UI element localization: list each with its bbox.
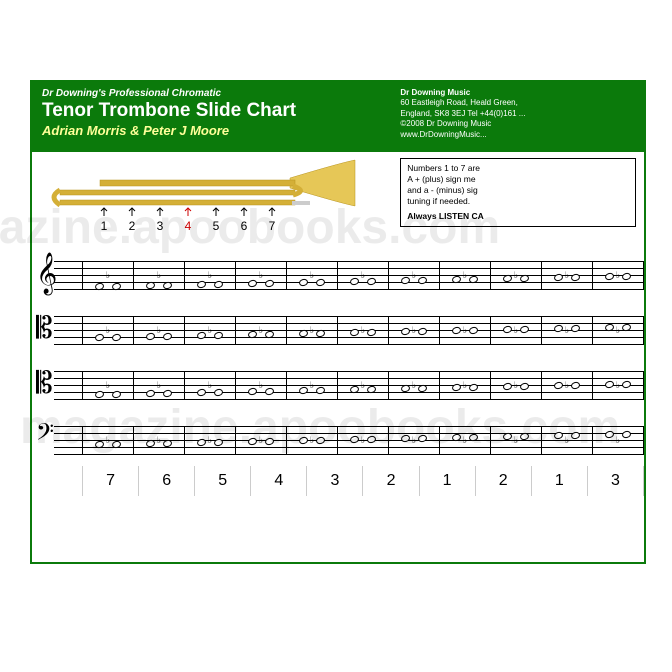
pos-label: 6: [241, 219, 248, 233]
pos-label: 7: [269, 219, 276, 233]
address-line: England, SK8 3EJ Tel +44(0)161 ...: [400, 109, 634, 119]
position-number-cell: 6: [139, 466, 195, 496]
legend-box: Numbers 1 to 7 are A + (plus) sign me an…: [400, 158, 636, 227]
position-number-cell: 1: [420, 466, 476, 496]
staff-row: 𝄞 ♭ ♭ ♭ ♭ ♭ ♭ ♭ ♭ ♭ ♭ ♭: [32, 246, 644, 301]
authors-label: Adrian Morris & Peter J Moore: [42, 123, 392, 138]
staff-row: 𝄡 ♭ ♭ ♭ ♭ ♭ ♭ ♭ ♭ ♭ ♭ ♭: [32, 356, 644, 411]
note-cells: ♭ ♭ ♭ ♭ ♭ ♭ ♭ ♭ ♭ ♭ ♭: [82, 426, 644, 454]
publisher-label: Dr Downing Music: [400, 88, 634, 98]
trombone-section: 1 2 3 4 5 6 7 Numbers 1 to 7 are A + (pl…: [32, 152, 644, 242]
note-cells: ♭ ♭ ♭ ♭ ♭ ♭ ♭ ♭ ♭ ♭ ♭: [82, 261, 644, 289]
legend-line: Numbers 1 to 7 are: [407, 163, 629, 174]
trombone-illustration: 1 2 3 4 5 6 7: [40, 158, 400, 241]
bass-clef-icon: 𝄢: [36, 422, 54, 450]
header-right: Dr Downing Music 60 Eastleigh Road, Heal…: [392, 88, 634, 146]
staff-row: 𝄢 ♭ ♭ ♭ ♭ ♭ ♭ ♭ ♭ ♭ ♭ ♭: [32, 411, 644, 466]
position-number-cell: 1: [532, 466, 588, 496]
tenor-clef-icon: 𝄡: [36, 369, 53, 399]
address-line: 60 Eastleigh Road, Heald Green,: [400, 98, 634, 108]
position-number-cell: 2: [476, 466, 532, 496]
series-label: Dr Downing's Professional Chromatic: [42, 88, 392, 99]
chart-title: Tenor Trombone Slide Chart: [42, 100, 392, 122]
position-number-cell: 3: [307, 466, 363, 496]
pos-label: 5: [213, 219, 220, 233]
note-cells: ♭ ♭ ♭ ♭ ♭ ♭ ♭ ♭ ♭ ♭ ♭: [82, 371, 644, 399]
chart-container: Dr Downing's Professional Chromatic Teno…: [30, 80, 646, 564]
chart-header: Dr Downing's Professional Chromatic Teno…: [32, 82, 644, 152]
copyright-label: ©2008 Dr Downing Music: [400, 119, 634, 129]
website-label: www.DrDowningMusic...: [400, 130, 634, 140]
position-number-cell: 4: [251, 466, 307, 496]
pos-label: 3: [157, 219, 164, 233]
position-number-row: 7 6 5 4 3 2 1 2 1 3: [32, 466, 644, 496]
legend-line: A + (plus) sign me: [407, 174, 629, 185]
legend-line: and a - (minus) sig: [407, 185, 629, 196]
pos-label: 2: [129, 219, 136, 233]
staff-row: 𝄡 ♭ ♭ ♭ ♭ ♭ ♭ ♭ ♭ ♭ ♭ ♭: [32, 301, 644, 356]
header-left: Dr Downing's Professional Chromatic Teno…: [42, 88, 392, 146]
legend-line: Always LISTEN CA: [407, 211, 629, 222]
position-number-cell: 2: [363, 466, 419, 496]
legend-line: tuning if needed.: [407, 196, 629, 207]
pos-label: 1: [101, 219, 108, 233]
staff-area: 𝄞 ♭ ♭ ♭ ♭ ♭ ♭ ♭ ♭ ♭ ♭ ♭: [32, 242, 644, 496]
position-number-cell: 5: [195, 466, 251, 496]
alto-clef-icon: 𝄡: [36, 314, 53, 344]
pos-label: 4: [185, 219, 192, 233]
position-number-cell: 3: [588, 466, 644, 496]
position-number-cell: 7: [82, 466, 139, 496]
note-cells: ♭ ♭ ♭ ♭ ♭ ♭ ♭ ♭ ♭ ♭ ♭: [82, 316, 644, 344]
